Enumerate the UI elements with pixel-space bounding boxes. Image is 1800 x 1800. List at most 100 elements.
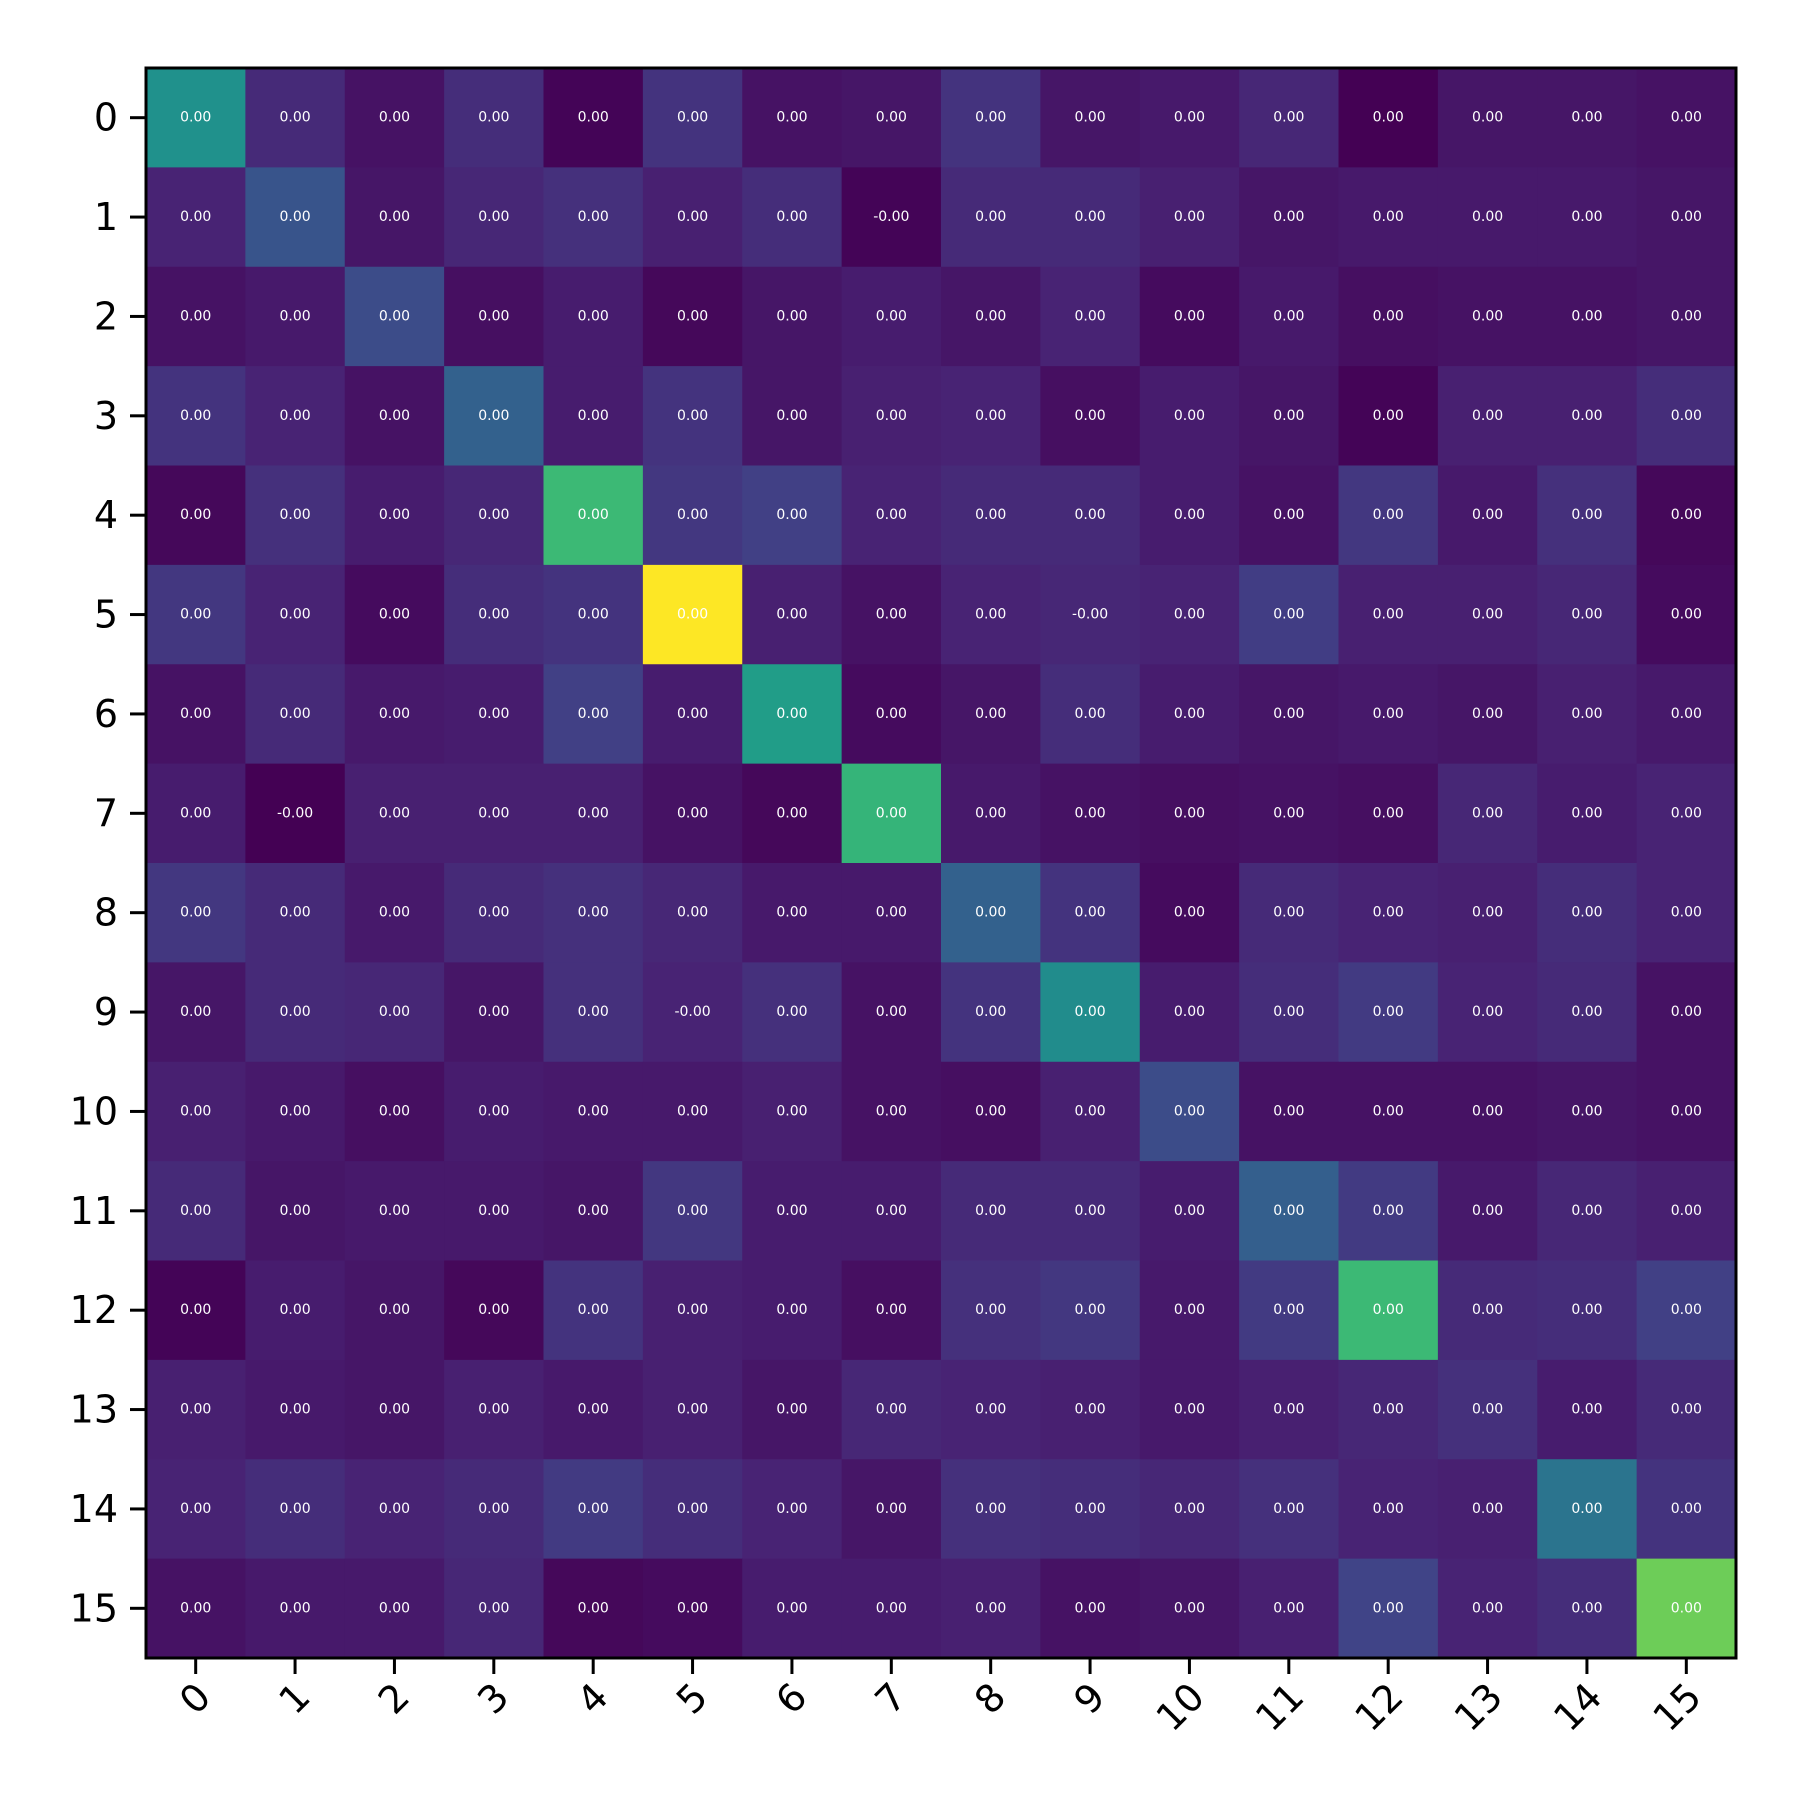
- cell-value-label: 0.00: [1571, 1203, 1602, 1219]
- cell-value-label: 0.00: [677, 209, 708, 225]
- cell-value-label: 0.00: [975, 1103, 1006, 1119]
- cell-value-label: 0.00: [1273, 1501, 1304, 1517]
- cell-value-label: 0.00: [677, 1302, 708, 1318]
- heatmap-cell: [941, 1161, 1041, 1261]
- cell-value-label: 0.00: [975, 308, 1006, 324]
- heatmap-cell: [742, 366, 843, 466]
- cell-value-label: 0.00: [379, 905, 410, 921]
- heatmap-cell: [543, 68, 644, 168]
- cell-value-label: 0.00: [180, 1004, 211, 1020]
- cell-value-label: 0.00: [1671, 1004, 1702, 1020]
- cell-value-label: 0.00: [975, 1004, 1006, 1020]
- heatmap-cell: [1139, 962, 1240, 1063]
- cell-value-label: 0.00: [1373, 1402, 1404, 1418]
- cell-value-label: 0.00: [776, 1103, 807, 1119]
- cell-value-label: 0.00: [1373, 1203, 1404, 1219]
- heatmap-cell: [1437, 1161, 1538, 1261]
- cell-value-label: 0.00: [180, 308, 211, 324]
- heatmap-cell: [146, 167, 246, 268]
- cell-value-label: 0.00: [1571, 308, 1602, 324]
- cell-value-label: 0.00: [478, 1103, 509, 1119]
- cell-value-label: 0.00: [876, 805, 907, 821]
- heatmap-cell: [642, 863, 743, 963]
- cell-value-label: 0.00: [876, 1402, 907, 1418]
- heatmap-cell: [941, 1061, 1041, 1162]
- heatmap-cell: [344, 1061, 445, 1162]
- cell-value-label: 0.00: [1074, 805, 1105, 821]
- heatmap-cell: [941, 465, 1041, 566]
- cell-value-label: 0.00: [1074, 1004, 1105, 1020]
- heatmap-cell: [1139, 68, 1240, 168]
- cell-value-label: 0.00: [478, 1501, 509, 1517]
- cell-value-label: 0.00: [1174, 1402, 1205, 1418]
- cell-value-label: 0.00: [975, 706, 1006, 722]
- cell-value-label: 0.00: [1571, 209, 1602, 225]
- heatmap-cell: [1040, 564, 1141, 665]
- cell-value-label: 0.00: [279, 209, 310, 225]
- cell-value-label: 0.00: [279, 308, 310, 324]
- heatmap-cell: [245, 962, 346, 1063]
- cell-value-label: 0.00: [876, 1302, 907, 1318]
- cell-value-label: 0.00: [876, 308, 907, 324]
- cell-value-label: 0.00: [1174, 706, 1205, 722]
- cell-value-label: 0.00: [975, 1402, 1006, 1418]
- cell-value-label: 0.00: [578, 209, 609, 225]
- heatmap-cell: [344, 763, 445, 864]
- cell-value-label: 0.00: [180, 1402, 211, 1418]
- heatmap-cell: [1139, 167, 1240, 268]
- heatmap-cell: [642, 266, 743, 367]
- cell-value-label: 0.00: [578, 507, 609, 523]
- y-tick-label: 2: [94, 294, 118, 338]
- heatmap-cell: [1239, 1558, 1339, 1659]
- heatmap-cell: [1338, 1161, 1439, 1261]
- cell-value-label: 0.00: [1671, 110, 1702, 126]
- cell-value-label: 0.00: [876, 607, 907, 623]
- cell-value-label: 0.00: [1273, 1004, 1304, 1020]
- cell-value-label: 0.00: [876, 110, 907, 126]
- cell-value-label: 0.00: [578, 110, 609, 126]
- heatmap-cell: [941, 1359, 1041, 1460]
- heatmap-cell: [344, 863, 445, 963]
- heatmap-cell: [1239, 167, 1339, 268]
- heatmap-cell: [543, 1359, 644, 1460]
- heatmap-cell: [941, 564, 1041, 665]
- cell-value-label: 0.00: [1472, 308, 1503, 324]
- cell-value-label: 0.00: [1671, 706, 1702, 722]
- heatmap-cell: [1139, 465, 1240, 566]
- heatmap-cell: [1636, 1359, 1737, 1460]
- heatmap-cell: [146, 1558, 246, 1659]
- heatmap-cell: [1239, 1260, 1339, 1361]
- heatmap-cell: [245, 1161, 346, 1261]
- cell-value-label: 0.00: [1671, 1302, 1702, 1318]
- heatmap-cell: [1437, 1359, 1538, 1460]
- cell-value-label: 0.00: [677, 905, 708, 921]
- cell-value-label: 0.00: [1273, 805, 1304, 821]
- heatmap-cell: [841, 1161, 942, 1261]
- cell-value-label: 0.00: [1571, 507, 1602, 523]
- heatmap-cell: [1040, 366, 1141, 466]
- heatmap-cell: [1338, 564, 1439, 665]
- heatmap-cell: [245, 167, 346, 268]
- cell-value-label: 0.00: [379, 1501, 410, 1517]
- x-tick-label: 9: [1065, 1674, 1113, 1722]
- heatmap-cell: [1537, 465, 1638, 566]
- heatmap-cell: [146, 266, 246, 367]
- cell-value-label: 0.00: [1174, 408, 1205, 424]
- heatmap-cell: [1636, 366, 1737, 466]
- y-tick-label: 1: [94, 195, 118, 239]
- heatmap-cell: [841, 863, 942, 963]
- heatmap-cell: [642, 167, 743, 268]
- cell-value-label: 0.00: [279, 1203, 310, 1219]
- heatmap-cell: [841, 266, 942, 367]
- cell-value-label: 0.00: [180, 1600, 211, 1616]
- cell-value-label: 0.00: [379, 110, 410, 126]
- heatmap-cell: [841, 664, 942, 765]
- y-tick-label: 11: [70, 1189, 118, 1233]
- cell-value-label: 0.00: [1472, 1203, 1503, 1219]
- cell-value-label: 0.00: [1074, 1103, 1105, 1119]
- cell-value-label: 0.00: [1472, 209, 1503, 225]
- cell-value-label: 0.00: [1273, 507, 1304, 523]
- cell-value-label: 0.00: [578, 706, 609, 722]
- cell-value-label: -0.00: [1072, 607, 1108, 623]
- cell-value-label: 0.00: [975, 1302, 1006, 1318]
